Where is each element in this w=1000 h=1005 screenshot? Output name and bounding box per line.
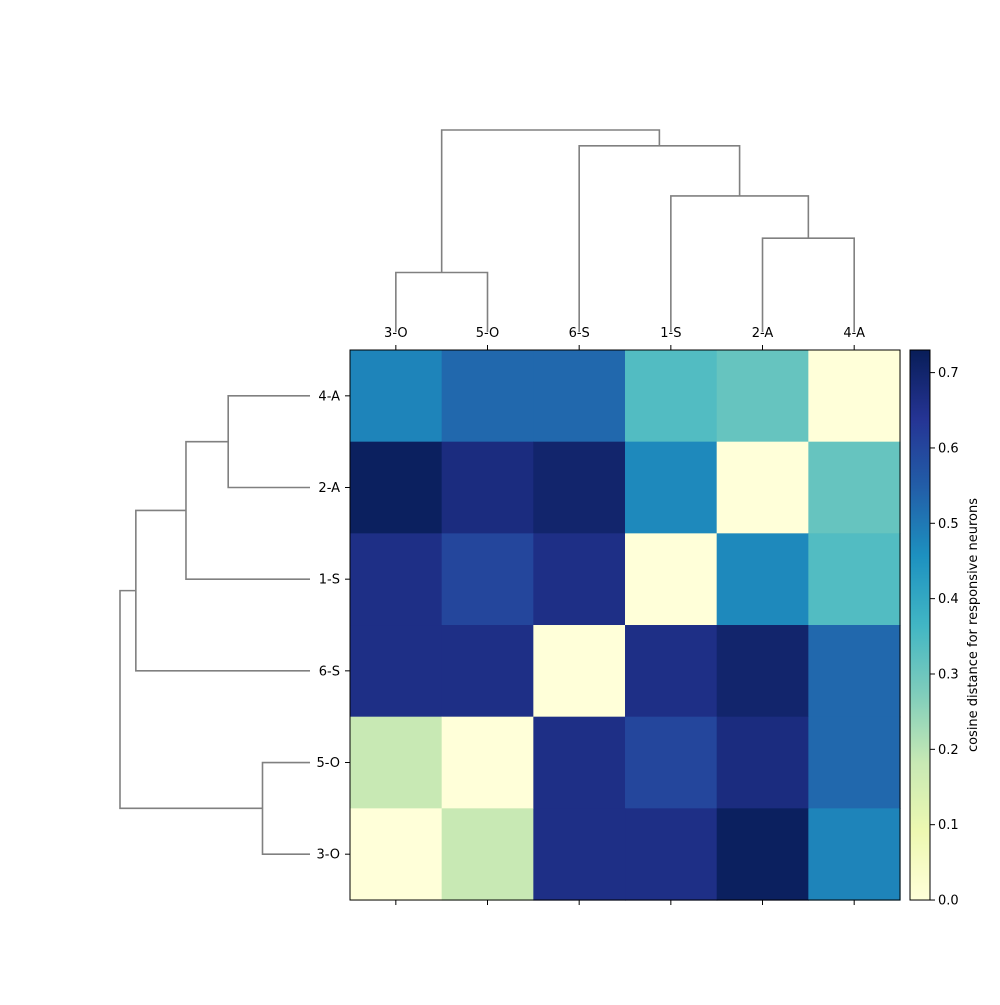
row-label: 3-O	[316, 848, 340, 863]
colorbar-tick-label: 0.0	[938, 894, 959, 909]
top-dendrogram-link	[440, 129, 661, 273]
heatmap-cell	[441, 533, 534, 626]
heatmap-cell	[533, 350, 626, 443]
row-label: 4-A	[318, 389, 340, 404]
heatmap-cell	[716, 716, 809, 809]
top-dendrogram-link	[670, 195, 810, 332]
left-dendrogram-link	[185, 440, 310, 580]
left-dendrogram-link	[119, 589, 263, 810]
top-dendrogram-link	[395, 271, 489, 332]
colorbar-tick-label: 0.7	[938, 366, 959, 381]
column-label: 6-S	[569, 326, 590, 341]
heatmap-cell	[533, 441, 626, 534]
heatmap-cell	[808, 350, 901, 443]
column-label: 4-A	[843, 326, 865, 341]
heatmap-cell	[441, 716, 534, 809]
column-label: 3-O	[384, 326, 408, 341]
heatmap-cell	[625, 350, 718, 443]
colorbar-tick-label: 0.3	[938, 667, 959, 682]
heatmap-cell	[716, 625, 809, 718]
colorbar-tick-label: 0.5	[938, 517, 959, 532]
heatmap-cell	[350, 350, 443, 443]
row-label: 2-A	[318, 481, 340, 496]
heatmap-cell	[533, 533, 626, 626]
left-dendrogram-link	[227, 395, 310, 489]
colorbar-tick-label: 0.4	[938, 592, 959, 607]
column-label: 2-A	[752, 326, 774, 341]
colorbar-tick-label: 0.2	[938, 743, 959, 758]
heatmap-cell	[808, 808, 901, 901]
heatmap-cell	[533, 808, 626, 901]
heatmap-cell	[716, 350, 809, 443]
heatmap-cell	[350, 808, 443, 901]
colorbar-tick-label: 0.6	[938, 441, 959, 456]
heatmap-cell	[350, 625, 443, 718]
heatmap-cell	[808, 533, 901, 626]
column-label: 1-S	[660, 326, 681, 341]
heatmap-cell	[625, 808, 718, 901]
heatmap-cell	[625, 441, 718, 534]
heatmap-cell	[808, 716, 901, 809]
left-dendrogram-link	[135, 509, 310, 672]
row-label: 1-S	[319, 573, 340, 588]
heatmap-cell	[716, 533, 809, 626]
heatmap-cell	[716, 441, 809, 534]
top-dendrogram-link	[761, 237, 855, 332]
row-label: 6-S	[319, 664, 340, 679]
heatmap-cell	[808, 625, 901, 718]
heatmap-cell	[625, 533, 718, 626]
heatmap-cell	[350, 716, 443, 809]
heatmap-cell	[441, 441, 534, 534]
colorbar-label: cosine distance for responsive neurons	[966, 498, 981, 752]
heatmap-cell	[350, 441, 443, 534]
heatmap-cell	[441, 350, 534, 443]
top-dendrogram-link	[578, 145, 741, 332]
heatmap-cell	[625, 716, 718, 809]
heatmap-cell	[533, 716, 626, 809]
heatmap-cell	[441, 625, 534, 718]
heatmap-cell	[625, 625, 718, 718]
colorbar-tick-label: 0.1	[938, 818, 959, 833]
colorbar	[909, 349, 931, 901]
heatmap-frame	[349, 349, 901, 901]
heatmap-cell	[350, 533, 443, 626]
heatmap-cell	[716, 808, 809, 901]
heatmap-cell	[533, 625, 626, 718]
column-label: 5-O	[476, 326, 500, 341]
row-label: 5-O	[316, 756, 340, 771]
heatmap-cell	[808, 441, 901, 534]
left-dendrogram-link	[261, 761, 310, 855]
heatmap-cell	[441, 808, 534, 901]
